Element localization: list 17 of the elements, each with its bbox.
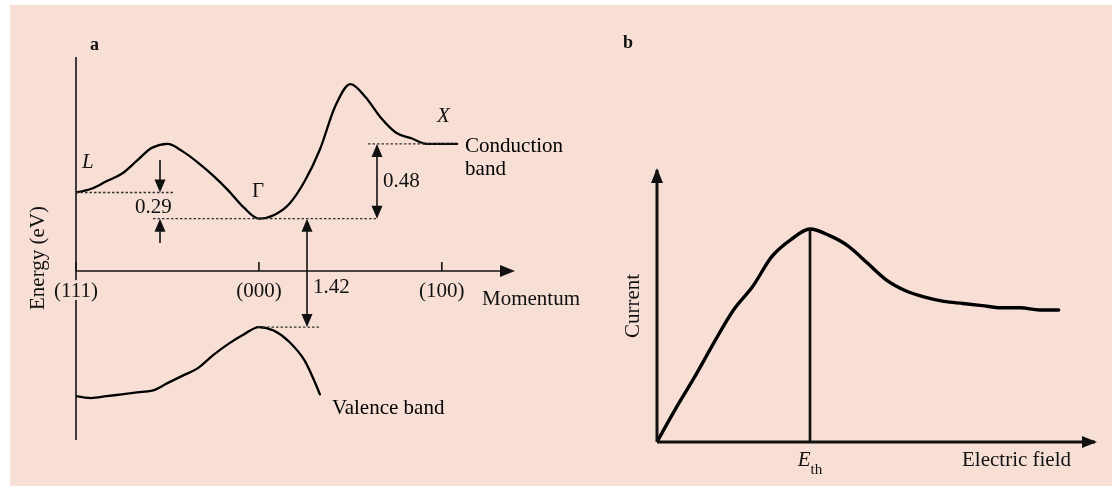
annotation: 0.29 — [135, 194, 172, 218]
chart-title: b — [623, 32, 634, 52]
x-tick-label: (000) — [236, 277, 282, 302]
y-axis-title: Current — [620, 273, 644, 339]
x-axis-title: Electric field — [962, 447, 1072, 471]
annotation: X — [436, 103, 451, 127]
annotation: L — [81, 149, 94, 173]
annotation: Γ — [251, 178, 265, 202]
text: E$_{th}$ — [796, 447, 823, 477]
x-tick-label: (100) — [419, 277, 465, 302]
series-label: Conduction band — [465, 132, 564, 181]
annotation: 1.42 — [313, 274, 350, 298]
x-axis-title: Momentum — [482, 286, 580, 310]
chart-title: a — [90, 34, 99, 54]
y-axis-title: Energy (eV) — [25, 206, 49, 310]
series-label: Valence band — [331, 395, 445, 420]
annotation: 0.48 — [383, 168, 420, 192]
